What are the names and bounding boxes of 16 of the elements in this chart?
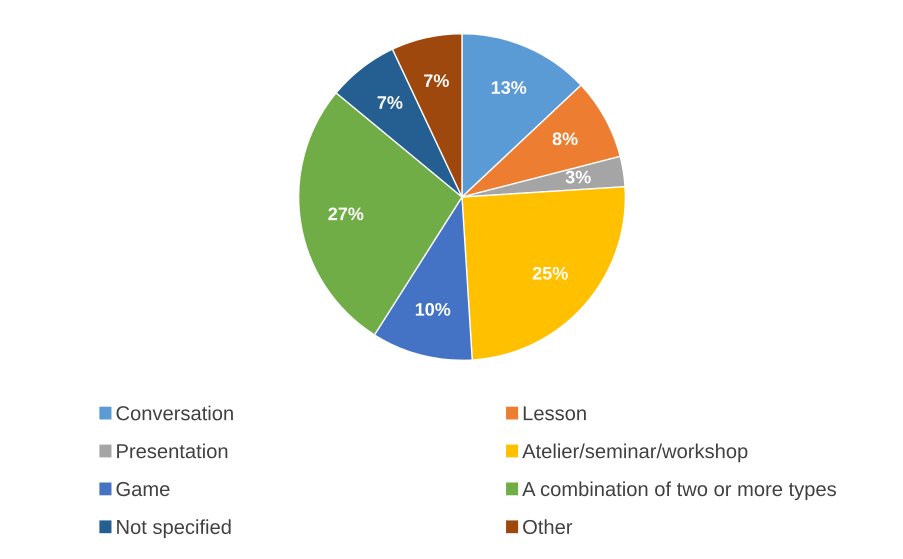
legend-label: Atelier/seminar/workshop bbox=[522, 443, 748, 462]
legend-label: Game bbox=[116, 482, 170, 496]
data-label: 27% bbox=[328, 207, 364, 220]
legend-label: Other bbox=[523, 519, 572, 534]
data-label: 7% bbox=[378, 96, 402, 109]
data-label: 8% bbox=[552, 132, 578, 146]
legend-label: A combination of two or more types bbox=[522, 481, 836, 500]
data-label: 13% bbox=[492, 81, 526, 94]
data-label: 25% bbox=[532, 266, 568, 280]
data-label: 3% bbox=[566, 170, 591, 184]
data-label: 7% bbox=[424, 74, 449, 88]
legend-label: Not specified bbox=[117, 519, 231, 538]
legend-label: Presentation bbox=[117, 443, 228, 458]
data-label: 10% bbox=[416, 302, 450, 316]
legend-label: Lesson bbox=[524, 406, 586, 420]
legend-label: Conversation bbox=[116, 406, 233, 420]
